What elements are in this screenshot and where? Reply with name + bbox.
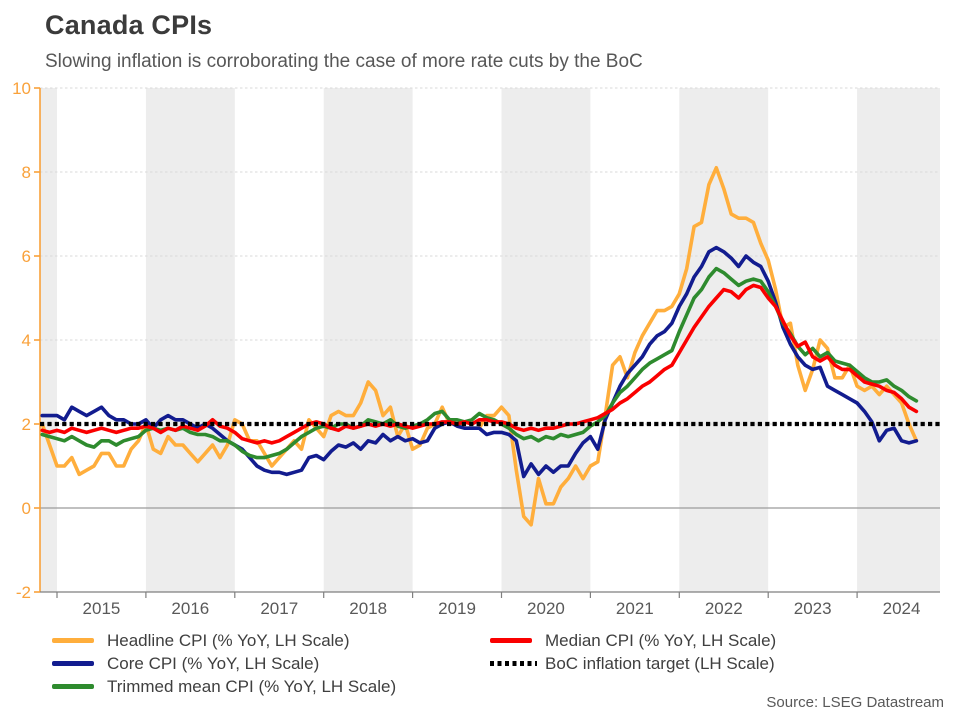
source-note: Source: LSEG Datastream <box>766 694 944 711</box>
trimmed-mean-cpi-line-swatch <box>52 684 94 689</box>
svg-text:2019: 2019 <box>438 599 476 618</box>
legend-column-left: Headline CPI (% YoY, LH Scale) Core CPI … <box>52 629 396 698</box>
svg-text:0: 0 <box>22 499 31 518</box>
legend-item-core-cpi: Core CPI (% YoY, LH Scale) <box>52 652 396 675</box>
svg-text:2016: 2016 <box>171 599 209 618</box>
svg-text:2023: 2023 <box>794 599 832 618</box>
legend-item-trimmed-mean-cpi: Trimmed mean CPI (% YoY, LH Scale) <box>52 675 396 698</box>
svg-text:2020: 2020 <box>527 599 565 618</box>
headline-cpi-line-swatch <box>52 638 94 643</box>
svg-text:2024: 2024 <box>883 599 921 618</box>
chart-subtitle: Slowing inflation is corroborating the c… <box>45 51 643 72</box>
svg-text:8: 8 <box>22 163 31 182</box>
legend-label-boc-target: BoC inflation target (LH Scale) <box>545 653 775 673</box>
svg-text:2022: 2022 <box>705 599 743 618</box>
legend-label-median-cpi: Median CPI (% YoY, LH Scale) <box>545 630 777 650</box>
x-axis: 2015 2016 2017 2018 2019 2020 2021 2022 2023 2024 <box>40 591 940 618</box>
svg-text:2: 2 <box>22 415 31 434</box>
legend-item-median-cpi: Median CPI (% YoY, LH Scale) <box>490 629 776 652</box>
svg-text:4: 4 <box>22 331 31 350</box>
core-cpi-line-swatch <box>52 661 94 666</box>
series-trimmed-mean-cpi-yoy-lh-scale <box>40 266 919 460</box>
svg-text:2017: 2017 <box>260 599 298 618</box>
legend-item-boc-target: BoC inflation target (LH Scale) <box>490 652 776 675</box>
series-core-cpi-yoy-lh-scale <box>40 245 919 479</box>
svg-text:2015: 2015 <box>83 599 121 618</box>
legend-label-trimmed-mean-cpi: Trimmed mean CPI (% YoY, LH Scale) <box>107 676 397 696</box>
page-title: Canada CPIs <box>45 10 213 40</box>
legend-item-headline-cpi: Headline CPI (% YoY, LH Scale) <box>52 629 396 652</box>
y-axis: -2 0 2 4 6 8 10 <box>12 79 41 602</box>
legend-label-headline-cpi: Headline CPI (% YoY, LH Scale) <box>107 630 350 650</box>
svg-text:2018: 2018 <box>349 599 387 618</box>
svg-text:10: 10 <box>12 79 31 98</box>
legend-column-right: Median CPI (% YoY, LH Scale) BoC inflati… <box>490 629 776 675</box>
legend-label-core-cpi: Core CPI (% YoY, LH Scale) <box>107 653 320 673</box>
svg-text:2021: 2021 <box>616 599 654 618</box>
svg-text:6: 6 <box>22 247 31 266</box>
series-median-cpi-yoy-lh-scale <box>40 283 919 445</box>
boc-target-dotted-swatch <box>490 661 537 666</box>
median-cpi-line-swatch <box>490 638 532 643</box>
svg-text:-2: -2 <box>16 583 31 602</box>
